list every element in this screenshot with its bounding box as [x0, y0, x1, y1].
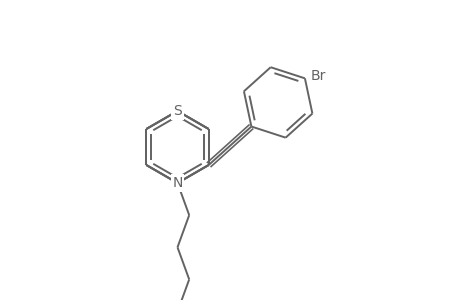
- Text: N: N: [172, 176, 182, 190]
- Text: Br: Br: [310, 69, 325, 83]
- Text: S: S: [173, 104, 181, 118]
